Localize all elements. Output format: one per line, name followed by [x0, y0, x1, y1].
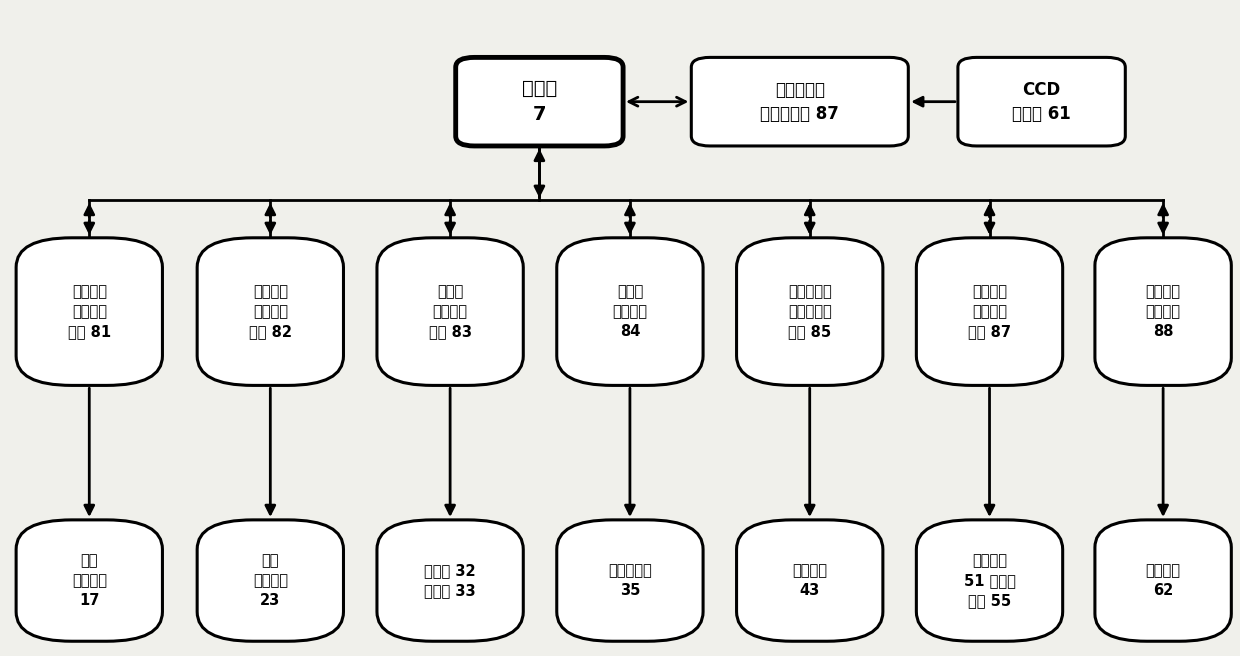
Text: 投影亮度
控制单元
88: 投影亮度 控制单元 88: [1146, 283, 1180, 340]
FancyBboxPatch shape: [737, 520, 883, 642]
Text: 收集与
剃剪控制
单元 83: 收集与 剃剪控制 单元 83: [429, 283, 471, 340]
FancyBboxPatch shape: [737, 237, 883, 385]
Text: 计算机
7: 计算机 7: [522, 79, 557, 124]
FancyBboxPatch shape: [916, 237, 1063, 385]
Text: 力传感器
51 和位移
机构 55: 力传感器 51 和位移 机构 55: [963, 552, 1016, 609]
Text: 毛羽和毛球
抽拔力模块 87: 毛羽和毛球 抽拔力模块 87: [760, 81, 839, 123]
Text: 平移
步进电机
23: 平移 步进电机 23: [253, 552, 288, 609]
FancyBboxPatch shape: [197, 520, 343, 642]
Text: 负高压源
43: 负高压源 43: [792, 563, 827, 598]
FancyBboxPatch shape: [1095, 520, 1231, 642]
Text: 投影光源
62: 投影光源 62: [1146, 563, 1180, 598]
FancyBboxPatch shape: [916, 520, 1063, 642]
Text: 静电压开关
和电压控制
单元 85: 静电压开关 和电压控制 单元 85: [787, 283, 832, 340]
Text: 精密电子秤
35: 精密电子秤 35: [608, 563, 652, 598]
FancyBboxPatch shape: [377, 520, 523, 642]
Text: 转动
步进电机
17: 转动 步进电机 17: [72, 552, 107, 609]
FancyBboxPatch shape: [557, 237, 703, 385]
Text: 毛羽和毛
球抽拔力
模块 87: 毛羽和毛 球抽拔力 模块 87: [968, 283, 1011, 340]
Text: 吸尘器 32
与剃刀 33: 吸尘器 32 与剃刀 33: [424, 563, 476, 598]
Text: CCD
摄像器 61: CCD 摄像器 61: [1012, 81, 1071, 123]
FancyBboxPatch shape: [456, 57, 622, 146]
FancyBboxPatch shape: [16, 237, 162, 385]
FancyBboxPatch shape: [957, 57, 1126, 146]
FancyBboxPatch shape: [1095, 237, 1231, 385]
FancyBboxPatch shape: [16, 520, 162, 642]
Text: 称重值
采集模块
84: 称重值 采集模块 84: [613, 283, 647, 340]
FancyBboxPatch shape: [692, 57, 908, 146]
FancyBboxPatch shape: [557, 520, 703, 642]
Text: 转动步进
电机控制
单元 81: 转动步进 电机控制 单元 81: [68, 283, 110, 340]
Text: 平移步进
电机控制
单元 82: 平移步进 电机控制 单元 82: [249, 283, 291, 340]
FancyBboxPatch shape: [197, 237, 343, 385]
FancyBboxPatch shape: [377, 237, 523, 385]
